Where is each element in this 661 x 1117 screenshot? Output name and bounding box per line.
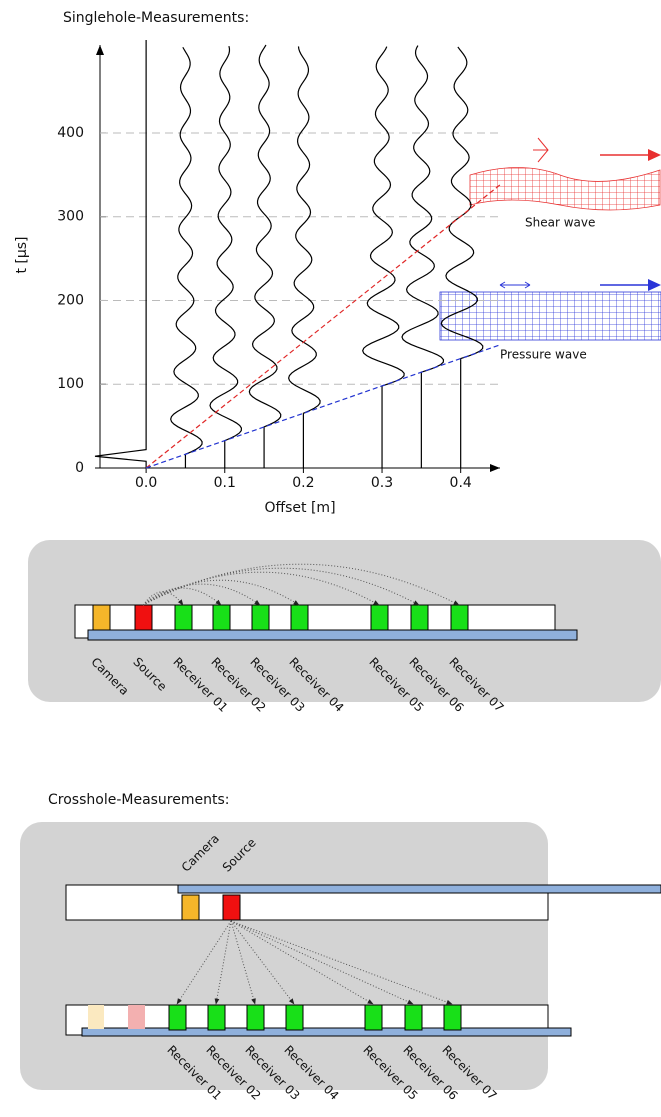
x-axis-label: Offset [m] [264,500,335,516]
y-axis-arrow [96,45,104,55]
ray [142,579,300,606]
shear-mesh [469,167,661,211]
ray [142,591,184,606]
pressure-icon [499,281,531,289]
sensor [370,604,389,631]
camera-ghost [88,1005,104,1029]
trace [248,44,282,468]
pick-line [145,344,501,469]
y-tick-label: 0 [75,460,84,476]
section-title: Singlehole-Measurements: [63,10,249,26]
sensor [285,1004,304,1031]
rod [87,629,578,641]
rod [81,1027,572,1037]
ray [214,920,232,1005]
shear-icon [533,137,549,163]
x-tick-label: 0.0 [135,475,157,491]
x-axis-arrow [490,464,500,472]
sensor [251,604,270,631]
trace [401,45,445,468]
x-tick-label: 0.3 [371,475,393,491]
trace [170,46,203,468]
trace [440,46,484,468]
section-title: Crosshole-Measurements: [48,792,230,808]
ray [142,563,460,606]
ray [230,920,414,1005]
x-tick-label: 0.2 [292,475,314,491]
ray [230,920,374,1005]
sensor [443,1004,462,1031]
y-tick-label: 400 [57,125,84,141]
shear-arrow-head [648,149,661,161]
pressure-arrow-head [648,279,661,291]
pressure-mesh [439,291,661,341]
sensor [450,604,469,631]
sensor [212,604,231,631]
sensor [290,604,309,631]
ray [230,920,453,1005]
y-axis-label: t [µs] [14,236,30,273]
y-tick-label: 300 [57,209,84,225]
sensor [364,1004,383,1031]
sensor [174,604,193,631]
trace [209,45,243,468]
trace [362,46,405,468]
trace [94,40,147,468]
sensor [134,604,153,631]
x-tick-label: 0.4 [450,475,472,491]
sensor [410,604,429,631]
series-label: Shear wave [525,216,595,230]
ray [230,920,256,1005]
ray [142,587,222,606]
sensor [181,894,200,921]
sensor [222,894,241,921]
series-label: Pressure wave [500,348,587,362]
source-ghost [128,1005,145,1029]
y-tick-label: 200 [57,292,84,308]
pick-line [145,184,501,469]
rod [177,884,661,894]
sensor [404,1004,423,1031]
sensor [207,1004,226,1031]
trace [288,46,321,468]
sensor [168,1004,187,1031]
sensor [246,1004,265,1031]
y-tick-label: 100 [57,376,84,392]
sensor [92,604,111,631]
x-tick-label: 0.1 [214,475,236,491]
